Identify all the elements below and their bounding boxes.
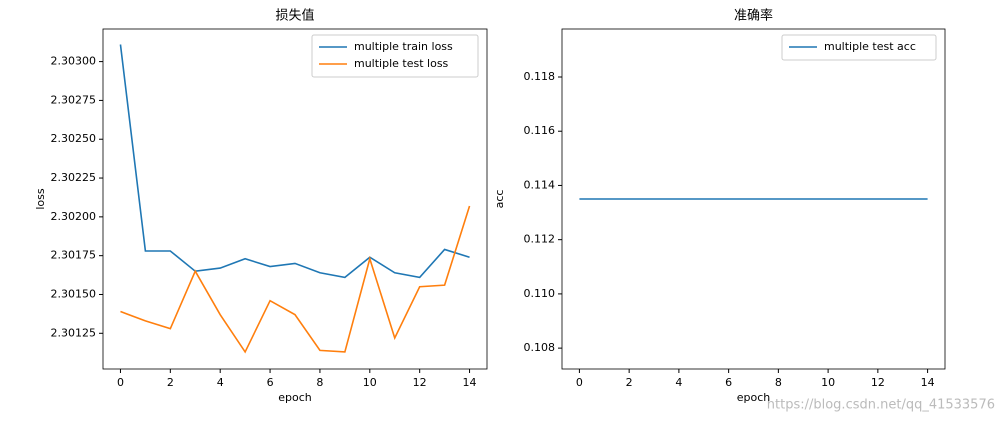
- y-tick-label: 0.110: [524, 287, 556, 300]
- legend-box: [781, 34, 937, 61]
- plot-frame: [102, 28, 488, 370]
- y-tick-label: 2.30200: [51, 210, 97, 223]
- x-axis-label: epoch: [737, 391, 771, 404]
- chart-title: 准确率: [734, 8, 773, 24]
- x-tick-label: 6: [725, 376, 732, 389]
- y-tick-label: 2.30125: [51, 326, 97, 339]
- y-axis-label: acc: [493, 190, 506, 209]
- legend-label: multiple test acc: [824, 40, 916, 53]
- x-tick-label: 4: [675, 376, 682, 389]
- legend-box: [311, 34, 479, 78]
- y-axis-label: loss: [34, 188, 47, 210]
- x-tick-label: 14: [463, 376, 477, 389]
- legend-label: multiple test loss: [354, 57, 449, 70]
- x-tick-label: 12: [871, 376, 885, 389]
- x-tick-label: 6: [267, 376, 274, 389]
- x-tick-label: 2: [167, 376, 174, 389]
- x-tick-label: 10: [363, 376, 377, 389]
- x-tick-label: 8: [316, 376, 323, 389]
- y-tick-label: 0.114: [524, 178, 556, 191]
- y-tick-label: 0.118: [524, 70, 556, 83]
- plot-frame: [561, 28, 946, 370]
- y-tick-label: 2.30150: [51, 287, 97, 300]
- y-tick-label: 2.30225: [51, 171, 97, 184]
- y-tick-label: 2.30175: [51, 249, 97, 262]
- y-tick-label: 2.30300: [51, 55, 97, 68]
- line: [119, 44, 470, 279]
- x-tick-label: 14: [921, 376, 935, 389]
- x-tick-label: 0: [117, 376, 124, 389]
- x-tick-label: 2: [626, 376, 633, 389]
- x-tick-label: 8: [775, 376, 782, 389]
- x-axis-label: epoch: [278, 391, 312, 404]
- y-tick-label: 0.116: [524, 124, 556, 137]
- watermark: https://blog.csdn.net/qq_41533576: [767, 398, 995, 413]
- y-tick-label: 0.108: [524, 341, 556, 354]
- chart-title: 损失值: [275, 8, 314, 24]
- line: [120, 205, 471, 354]
- x-tick-label: 4: [217, 376, 224, 389]
- y-tick-label: 2.30275: [51, 93, 97, 106]
- x-tick-label: 12: [413, 376, 427, 389]
- legend-label: multiple train loss: [354, 40, 453, 53]
- y-tick-label: 0.112: [524, 233, 556, 246]
- x-tick-label: 10: [821, 376, 835, 389]
- x-tick-label: 0: [576, 376, 583, 389]
- y-tick-label: 2.30250: [51, 132, 97, 145]
